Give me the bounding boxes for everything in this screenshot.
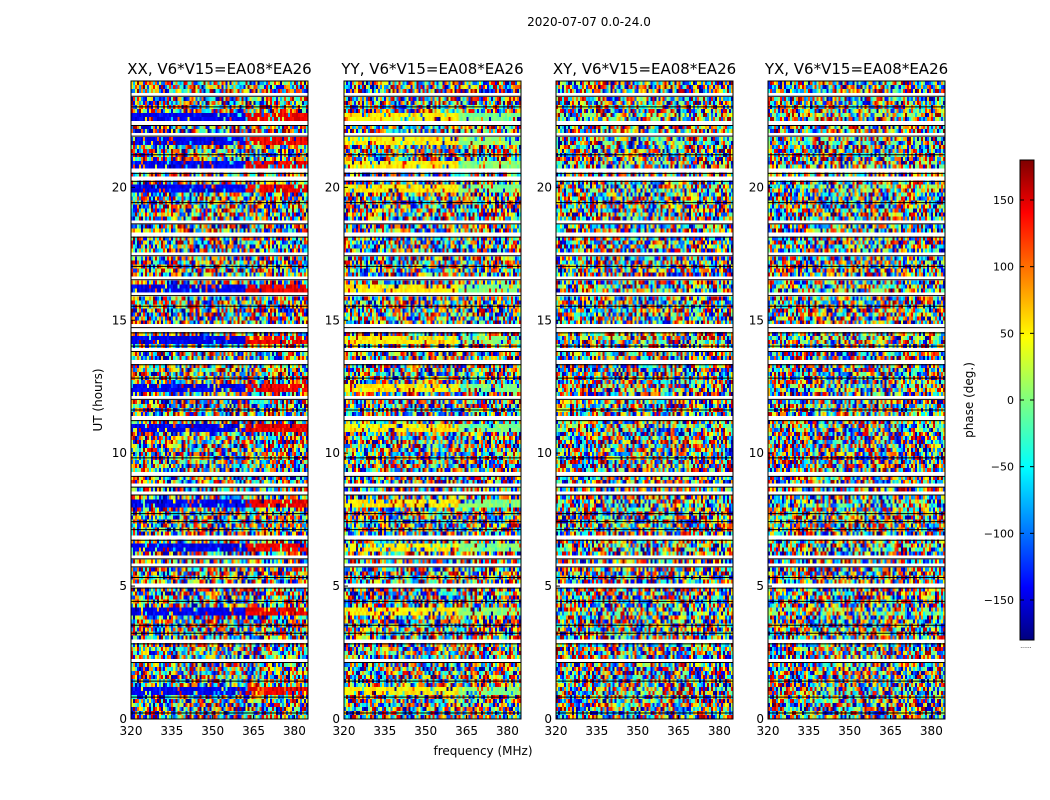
panel-3-y-tick-label-1: 5 bbox=[544, 579, 552, 593]
panel-4-y-tick-label-0: 0 bbox=[756, 712, 764, 726]
x-axis-label: frequency (MHz) bbox=[433, 744, 532, 758]
panel-3-x-tick-label-4: 380 bbox=[708, 724, 731, 738]
panel-2-y-tick-label-3: 15 bbox=[325, 313, 340, 327]
panel-3-x-tick-label-0: 320 bbox=[545, 724, 568, 738]
panel-2: YY, V6*V15=EA08*EA26 320 335 350 365 380 0 5 10 1… bbox=[325, 60, 524, 738]
panel-2-heatmap bbox=[344, 81, 521, 719]
panel-4-x-tick-label-2: 350 bbox=[838, 724, 861, 738]
panel-3-heatmap bbox=[556, 81, 733, 719]
colorbar-footer: ...... bbox=[1020, 643, 1032, 650]
figure-title: 2020-07-07 0.0-24.0 bbox=[527, 15, 651, 29]
colorbar-tick-label-0: −150 bbox=[984, 594, 1014, 607]
panel-3-frame bbox=[555, 80, 734, 720]
panel-2-x-tick-label-0: 320 bbox=[333, 724, 356, 738]
panel-1-heatmap bbox=[131, 81, 308, 719]
panel-1-x-tick-label-0: 320 bbox=[120, 724, 143, 738]
panel-2-y-tick-label-1: 5 bbox=[332, 579, 340, 593]
panels: XX, V6*V15=EA08*EA26 320 335 350 365 380 0 5 10 1… bbox=[112, 60, 948, 738]
panel-1-y-tick-label-1: 5 bbox=[119, 579, 127, 593]
panel-1-x-tick-label-3: 365 bbox=[242, 724, 265, 738]
colorbar-tick-label-2: −50 bbox=[991, 461, 1014, 474]
panel-4-heatmap bbox=[768, 81, 945, 719]
colorbar-label: phase (deg.) bbox=[962, 362, 976, 438]
panel-1-frame bbox=[130, 80, 309, 720]
y-axis-label: UT (hours) bbox=[91, 368, 105, 431]
panel-3: XY, V6*V15=EA08*EA26 320 335 350 365 380 0 5 10 1… bbox=[537, 60, 736, 738]
panel-1-y-tick-label-0: 0 bbox=[119, 712, 127, 726]
panel-4-x-tick-label-4: 380 bbox=[920, 724, 943, 738]
panel-1-title: XX, V6*V15=EA08*EA26 bbox=[127, 60, 311, 78]
panel-4-y-tick-label-4: 20 bbox=[749, 180, 764, 194]
panel-4-y-tick-label-2: 10 bbox=[749, 446, 764, 460]
colorbar-tick-label-4: 50 bbox=[1000, 327, 1014, 340]
colorbar-tick-label-1: −100 bbox=[984, 527, 1014, 540]
panel-2-x-tick-label-3: 365 bbox=[455, 724, 478, 738]
colorbar-ticks: −150 −100 −50 0 50 100 150 bbox=[984, 194, 1034, 607]
panel-4-y-tick-label-1: 5 bbox=[756, 579, 764, 593]
panel-1-x-tick-label-1: 335 bbox=[160, 724, 183, 738]
panel-3-y-tick-label-2: 10 bbox=[537, 446, 552, 460]
panel-2-x-tick-label-2: 350 bbox=[414, 724, 437, 738]
panel-2-y-tick-label-4: 20 bbox=[325, 180, 340, 194]
panel-3-x-tick-label-1: 335 bbox=[585, 724, 608, 738]
panel-4: YX, V6*V15=EA08*EA26 320 335 350 365 380 0 5 10 1… bbox=[749, 60, 948, 738]
colorbar-tick-label-3: 0 bbox=[1007, 394, 1014, 407]
panel-1-x-tick-label-4: 380 bbox=[283, 724, 306, 738]
panel-2-title: YY, V6*V15=EA08*EA26 bbox=[340, 60, 523, 78]
panel-4-x-tick-label-0: 320 bbox=[757, 724, 780, 738]
panel-3-x-tick-label-3: 365 bbox=[667, 724, 690, 738]
panel-4-title: YX, V6*V15=EA08*EA26 bbox=[764, 60, 948, 78]
panel-4-x-tick-label-3: 365 bbox=[879, 724, 902, 738]
panel-3-y-tick-label-3: 15 bbox=[537, 313, 552, 327]
panel-2-frame bbox=[343, 80, 522, 720]
panel-2-x-tick-label-4: 380 bbox=[496, 724, 519, 738]
panel-2-y-tick-label-2: 10 bbox=[325, 446, 340, 460]
panel-3-y-tick-label-4: 20 bbox=[537, 180, 552, 194]
colorbar: −150 −100 −50 0 50 100 150 phase (deg.) ...... bbox=[962, 159, 1035, 650]
colorbar-tick-label-6: 150 bbox=[993, 194, 1014, 207]
panel-1-x-tick-label-2: 350 bbox=[201, 724, 224, 738]
panel-3-x-tick-label-2: 350 bbox=[626, 724, 649, 738]
panel-2-y-tick-label-0: 0 bbox=[332, 712, 340, 726]
panel-4-y-tick-label-3: 15 bbox=[749, 313, 764, 327]
panel-3-title: XY, V6*V15=EA08*EA26 bbox=[553, 60, 736, 78]
panel-1-y-tick-label-4: 20 bbox=[112, 180, 127, 194]
panel-4-frame bbox=[767, 80, 946, 720]
panel-1-y-tick-label-2: 10 bbox=[112, 446, 127, 460]
panel-4-x-tick-label-1: 335 bbox=[797, 724, 820, 738]
panel-1-y-tick-label-3: 15 bbox=[112, 313, 127, 327]
panel-2-x-tick-label-1: 335 bbox=[373, 724, 396, 738]
colorbar-tick-label-5: 100 bbox=[993, 261, 1014, 274]
panel-1: XX, V6*V15=EA08*EA26 320 335 350 365 380 0 5 10 1… bbox=[112, 60, 312, 738]
panel-3-y-tick-label-0: 0 bbox=[544, 712, 552, 726]
